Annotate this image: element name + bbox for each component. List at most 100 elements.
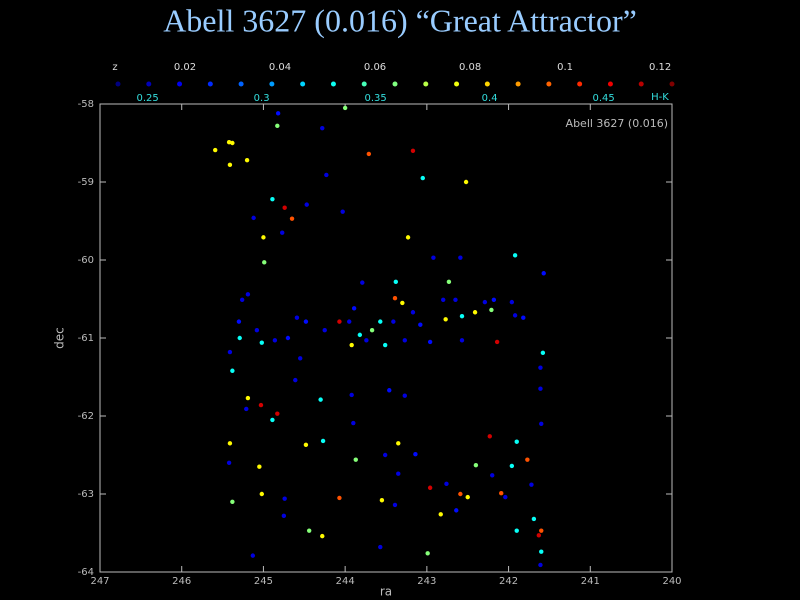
galaxy-point — [420, 175, 425, 181]
galaxy-point — [465, 494, 470, 500]
galaxy-point — [482, 299, 488, 305]
galaxy-point — [512, 253, 518, 258]
galaxy-point — [378, 319, 383, 324]
galaxy-point — [418, 322, 423, 327]
colorbar-z-tick-label: 0.04 — [269, 62, 291, 73]
x-tick-label: 247 — [90, 576, 109, 587]
colorbar-z-tick-label: 0.06 — [364, 62, 386, 73]
galaxy-point — [454, 508, 459, 513]
galaxy-point — [360, 280, 365, 285]
galaxy-point — [250, 553, 256, 558]
galaxy-point — [337, 319, 342, 324]
galaxy-point — [392, 296, 398, 301]
colorbar-swatch — [207, 81, 213, 87]
galaxy-point — [438, 512, 443, 517]
galaxy-point — [472, 310, 478, 315]
galaxy-point — [237, 335, 242, 341]
galaxy-point — [536, 533, 542, 538]
galaxy-point — [458, 491, 463, 497]
y-tick-label: -60 — [78, 255, 94, 266]
galaxy-point — [320, 438, 326, 444]
galaxy-point — [282, 205, 287, 210]
galaxy-point — [347, 319, 352, 324]
galaxy-point — [259, 340, 264, 345]
galaxy-point — [539, 549, 544, 554]
galaxy-point — [226, 460, 232, 465]
galaxy-point — [320, 125, 325, 131]
colorbar-tick-label: 0.25 — [137, 93, 159, 104]
galaxy-point — [393, 279, 399, 285]
galaxy-point — [304, 202, 309, 207]
galaxy-point — [351, 306, 357, 311]
galaxy-point — [521, 315, 526, 320]
galaxy-point — [254, 328, 260, 333]
y-tick-label: -59 — [78, 177, 94, 188]
galaxy-point — [281, 513, 287, 519]
y-tick-label: -62 — [78, 411, 94, 422]
colorbar-swatch — [361, 81, 367, 87]
colorbar-tick-label: 0.45 — [592, 93, 614, 104]
colorbar-swatch — [423, 81, 429, 87]
galaxy-point — [357, 332, 363, 338]
colorbar-swatch — [269, 81, 275, 87]
colorbar-swatch — [300, 81, 306, 87]
galaxy-point — [473, 462, 479, 468]
galaxy-point — [227, 349, 233, 355]
colorbar-swatch — [330, 81, 336, 87]
galaxy-point — [261, 235, 266, 240]
y-axis-label: dec — [53, 327, 67, 349]
galaxy-point — [387, 388, 392, 393]
galaxy-point — [539, 421, 544, 426]
galaxy-point — [270, 196, 275, 202]
colorbar-tick-label: 0.3 — [254, 93, 270, 104]
galaxy-point — [490, 473, 495, 478]
colorbar-tick-label: 0.4 — [482, 93, 498, 104]
galaxy-point — [366, 151, 372, 157]
galaxy-point — [413, 452, 418, 457]
galaxy-point — [499, 491, 504, 496]
galaxy-point — [322, 328, 327, 333]
galaxy-point — [458, 255, 463, 260]
galaxy-point — [459, 313, 465, 319]
galaxy-point — [349, 342, 354, 348]
galaxy-point — [342, 105, 348, 111]
galaxy-point — [293, 377, 298, 383]
galaxy-point — [489, 307, 494, 313]
y-tick-label: -64 — [78, 567, 94, 578]
y-tick-label: -63 — [78, 489, 94, 500]
galaxy-point — [239, 297, 245, 302]
y-tick-label: -61 — [78, 333, 94, 344]
galaxy-point — [400, 300, 405, 306]
y-tick-label: -58 — [78, 99, 94, 110]
galaxy-point — [244, 157, 250, 163]
galaxy-point — [230, 499, 235, 504]
galaxy-point — [369, 328, 375, 333]
galaxy-point — [378, 544, 383, 550]
galaxy-point — [262, 260, 267, 265]
x-tick-label: 240 — [662, 576, 681, 587]
colorbar-swatch — [546, 81, 552, 87]
galaxy-point — [275, 111, 281, 116]
galaxy-point — [391, 319, 396, 324]
galaxy-point — [392, 502, 398, 508]
galaxy-point — [318, 397, 323, 402]
galaxy-point — [303, 442, 309, 448]
galaxy-point — [487, 434, 492, 439]
colorbar-swatch — [607, 81, 613, 87]
galaxy-point — [364, 338, 369, 343]
galaxy-point — [512, 313, 518, 318]
colorbar-z-tick-label: 0.1 — [557, 62, 573, 73]
galaxy-point — [257, 464, 262, 469]
colorbar-swatch — [238, 81, 244, 87]
galaxy-point — [259, 491, 264, 497]
galaxy-point — [289, 216, 295, 221]
galaxy-point — [410, 148, 416, 153]
colorbar-tick-label: 0.35 — [364, 93, 386, 104]
galaxy-point — [453, 297, 458, 302]
galaxy-point — [531, 516, 537, 522]
galaxy-point — [227, 162, 233, 168]
colorbar-swatch — [484, 81, 490, 87]
galaxy-point — [245, 395, 251, 401]
galaxy-point — [353, 457, 358, 462]
galaxy-point — [236, 319, 242, 324]
